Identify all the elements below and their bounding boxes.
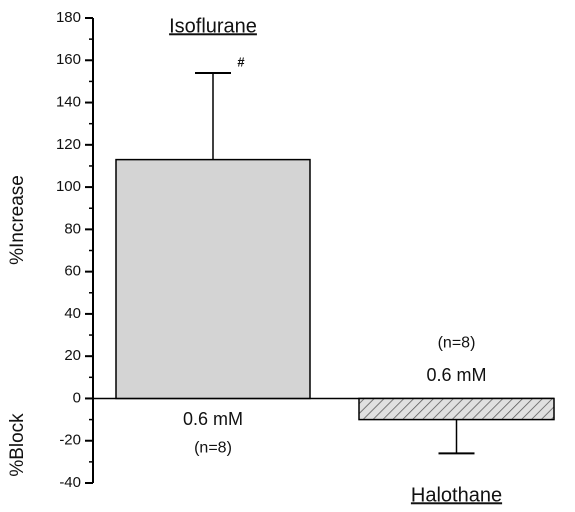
y-tick-label: 0: [73, 389, 81, 406]
y-tick-label: 60: [64, 263, 81, 280]
dose-label: 0.6 mM: [183, 409, 243, 429]
annotation: #: [237, 54, 245, 69]
y-label-bottom: %Block: [7, 413, 28, 477]
n-label: (n=8): [194, 440, 232, 457]
y-tick-label: 80: [64, 220, 81, 237]
y-tick-label: 40: [64, 305, 81, 322]
y-tick-label: -40: [59, 474, 81, 491]
dose-label: 0.6 mM: [426, 365, 486, 385]
bar: [115, 158, 311, 400]
y-tick-label: 100: [56, 178, 81, 195]
category-label: Halothane: [411, 484, 502, 506]
y-tick-label: -20: [59, 432, 81, 449]
n-label: (n=8): [438, 335, 476, 352]
y-tick-label: 20: [64, 347, 81, 364]
y-tick-label: 120: [56, 136, 81, 153]
y-tick-label: 160: [56, 51, 81, 68]
bar: [358, 397, 555, 421]
y-label-top: %Increase: [7, 175, 28, 265]
y-tick-label: 180: [56, 9, 81, 26]
category-label: Isoflurane: [169, 15, 257, 37]
y-tick-label: 140: [56, 94, 81, 111]
